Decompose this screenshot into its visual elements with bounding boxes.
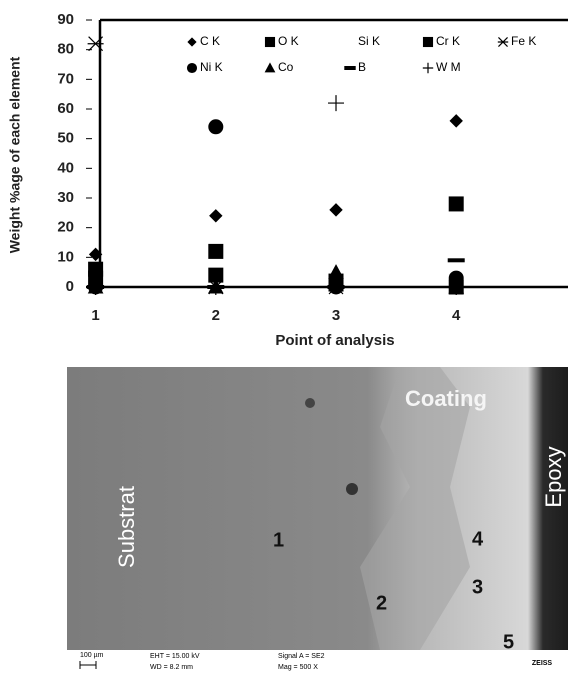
legend-item: Cr K (422, 34, 460, 48)
label: Epoxy (541, 446, 566, 507)
point-label: 5 (503, 631, 514, 653)
marker-dash (344, 66, 356, 70)
marker-triangle (328, 264, 344, 279)
series (88, 119, 464, 295)
info: 100 µm EHT = 15.00 kV WD = 8.2 mm Signal… (79, 652, 553, 671)
marker-plus (207, 279, 224, 295)
marker-asterisk (87, 36, 104, 52)
series (88, 114, 463, 262)
marker-plus (87, 279, 104, 295)
y-tick-label: 90 (57, 11, 74, 28)
marker-square (208, 243, 224, 259)
marker-plus (422, 62, 434, 74)
marker-diamond (329, 203, 343, 217)
scale: 100 µm (80, 652, 104, 659)
marker-dash (447, 258, 465, 263)
marker-asterisk (497, 37, 509, 47)
y-tick-label: 70 (57, 70, 74, 87)
series (88, 261, 464, 295)
legend-label: Ni K (200, 60, 223, 74)
legend-item: Si K (358, 34, 380, 48)
pit (305, 398, 315, 408)
y-tick-label: 0 (66, 278, 74, 295)
y-tick-label: 80 (57, 41, 74, 58)
legend-label: Cr K (436, 34, 460, 48)
marker-diamond (187, 37, 197, 47)
point-label: 2 (376, 592, 387, 614)
micrograph: Coating Epoxy Substrat 1 2 3 4 5 100 µm … (67, 367, 568, 677)
x-axis-title: Point of analysis (275, 332, 394, 349)
legend-label: O K (278, 34, 299, 48)
signal: Signal A = SE2 (278, 653, 325, 660)
legend-item: W M (422, 60, 461, 74)
marker-square (448, 196, 464, 212)
marker-diamond (88, 247, 103, 262)
x-tick-label: 4 (452, 307, 461, 324)
legend-label: C K (200, 34, 220, 48)
x-tick-label: 3 (332, 307, 340, 324)
x-tick-label: 1 (91, 307, 99, 324)
y-tick-label: 50 (57, 130, 74, 147)
y-tick-label: 10 (57, 248, 74, 265)
legend-label: Fe K (511, 34, 536, 48)
legend-item: B (344, 60, 366, 74)
marker-square (264, 36, 276, 48)
legend-label: W M (436, 60, 461, 74)
chart: Weight %age of each element Point of ana… (7, 11, 568, 349)
marker-plus (448, 279, 465, 295)
point-label: 3 (472, 576, 483, 598)
label: Substrat (114, 486, 139, 568)
legend-item: Fe K (497, 34, 536, 48)
marker-circle (186, 62, 198, 74)
marker-triangle (264, 62, 276, 73)
legend-label: Si K (358, 34, 380, 48)
legend-item: Ni K (186, 60, 223, 74)
point-label: 4 (472, 528, 484, 550)
y-tick-label: 30 (57, 189, 74, 206)
label: Coating (405, 386, 487, 411)
y-tick-label: 40 (57, 159, 74, 176)
marker-diamond (209, 209, 223, 223)
series (87, 258, 465, 289)
info-bar (67, 650, 568, 677)
sem-image (67, 367, 568, 650)
brand: ZEISS (532, 660, 553, 667)
legend-label: B (358, 60, 366, 74)
marker-dash (327, 285, 345, 289)
point-label: 1 (273, 529, 284, 551)
legend-item: Co (264, 60, 294, 74)
legend-item: O K (264, 34, 299, 48)
scale-bar (79, 661, 97, 669)
series (87, 95, 465, 295)
y-tick-label: 20 (57, 219, 74, 236)
legend-item: C K (187, 34, 220, 48)
point-labels: 1 2 3 4 5 (273, 528, 514, 653)
marker-square (422, 36, 434, 48)
y-tick-label: 60 (57, 100, 74, 117)
y-axis-title: Weight %age of each element (7, 56, 23, 253)
series (87, 36, 465, 295)
marker-circle (208, 119, 224, 135)
wd: WD = 8.2 mm (150, 664, 193, 671)
pit (346, 483, 358, 495)
x-tick-label: 2 (212, 307, 220, 324)
eht: EHT = 15.00 kV (150, 653, 200, 660)
marker-diamond (449, 114, 463, 128)
marker-plus (328, 95, 345, 112)
region-labels: Coating Epoxy Substrat (114, 386, 566, 568)
legend-label: Co (278, 60, 294, 74)
coating-texture (360, 367, 470, 650)
series (87, 264, 465, 294)
series (88, 196, 464, 289)
mag: Mag = 500 X (278, 664, 318, 671)
